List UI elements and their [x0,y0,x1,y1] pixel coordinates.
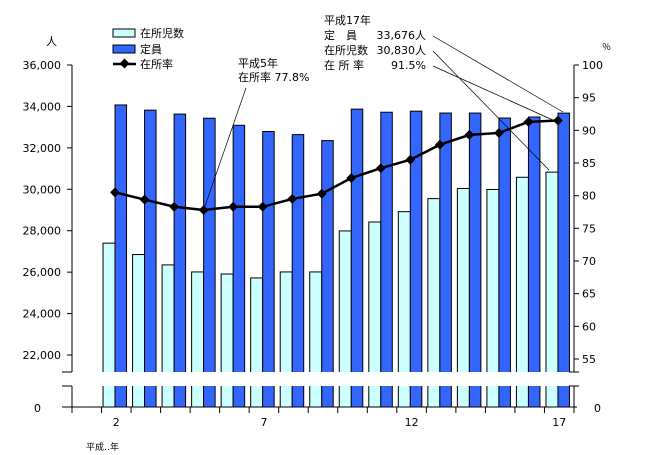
y-left-unit: 人 [46,35,57,48]
rate-marker [493,127,504,138]
bars-layer [73,104,573,408]
y-right-tick-label: 65 [582,288,596,301]
capacity-bar [439,112,452,408]
enrolled-bar [545,171,559,408]
rate-marker [257,201,268,212]
y-right-tick-label: 85 [582,157,596,170]
y-right-tick-label: 70 [582,255,596,268]
rate-marker [405,154,416,165]
y-right-tick-label: 90 [582,124,596,137]
rate-marker [169,201,180,212]
annotation-h17-capacity-leader [432,35,564,113]
y-right-tick-label: 60 [582,320,596,333]
rate-marker [316,188,327,199]
y-left-zero-label: 0 [34,402,41,415]
rate-marker [346,173,357,183]
legend-label-enrolled: 在所児数 [140,27,184,40]
y-right-tick-label: 100 [582,59,603,72]
y-left-tick-label: 22,000 [23,349,62,362]
legend-label-rate: 在所率 [140,57,173,71]
annotation-h17-rate-label: 在 所 率 [324,58,364,72]
annotation-h5: 平成5年 在所率 77.8% [203,56,309,210]
capacity-bar [350,108,364,408]
rate-marker [375,163,386,174]
x-tick-label: 12 [405,416,419,429]
capacity-bar [144,109,157,408]
rate-line-layer [110,115,563,215]
y-left-tick-label: 34,000 [23,100,62,113]
annotation-h17-enrolled-label: 在所児数 [324,44,368,57]
rate-line [114,119,559,212]
legend: 在所児数 定員 在所率 [112,27,184,71]
annotation-h17-capacity-label: 定 員 [324,28,357,42]
y-left-tick-label: 24,000 [23,308,62,321]
enrolled-bar [250,277,264,408]
rate-marker [553,115,563,126]
annotation-h5-line1: 平成5年 [238,56,278,70]
y-left-tick-label: 30,000 [23,183,62,196]
x-tick-label: 7 [260,416,267,429]
enrolled-bar [309,271,323,408]
annotation-h17-enrolled-leader [432,50,550,171]
x-tick-label: 2 [113,416,120,429]
rate-marker [434,139,445,150]
capacity-bar [468,112,482,408]
capacity-bar [203,117,216,408]
capacity-bar [380,111,393,408]
rate-marker [198,205,209,215]
y-right-zero-label: 0 [594,402,601,415]
capacity-bar [321,140,334,408]
legend-marker-rate [119,58,130,69]
legend-label-capacity: 定員 [140,42,162,56]
enrolled-bar [279,271,293,408]
x-tick-label: 17 [552,416,566,429]
y-left-tick-label: 26,000 [23,266,62,279]
axis-break-band [73,372,573,386]
legend-swatch-capacity [112,44,136,54]
y-left-tick-label: 36,000 [23,59,62,72]
y-right-tick-label: 55 [582,353,596,366]
y-right-tick-label: 80 [582,190,596,203]
capacity-bar [262,130,275,408]
capacity-bar [232,124,246,408]
capacity-bar [498,117,511,408]
rate-marker [139,194,150,205]
capacity-bar [557,112,570,408]
y-left-tick-label: 28,000 [23,225,62,238]
annotation-h17: 平成17年 定 員 33,676人 在所児数 30,830人 在 所 率 91.… [324,13,564,171]
rate-marker [110,187,120,198]
annotation-h5-line2: 在所率 77.8% [238,70,309,84]
annotation-h17-enrolled-value: 30,830人 [377,44,427,57]
y-left-tick-label: 32,000 [23,142,62,155]
capacity-bar [527,116,541,408]
enrolled-bar [220,273,234,408]
capacity-bar [173,113,187,408]
annotation-h17-capacity-value: 33,676人 [377,29,427,42]
rate-marker [464,129,475,140]
y-right-tick-label: 75 [582,222,596,235]
rate-marker [228,201,239,212]
annotation-h17-rate-value: 91.5% [391,59,426,72]
rate-marker [287,193,298,204]
axes-layer: 22,000 24,000 26,000 28,000 30,000 32,000 34,0… [23,59,604,429]
x-axis-label: 平成‥年 [86,441,119,451]
rate-marker [523,116,534,127]
capacity-bar [114,104,128,408]
legend-swatch-enrolled [112,28,136,38]
y-right-unit: ％ [602,42,611,53]
y-right-tick-label: 95 [582,92,596,105]
annotation-h5-leader [203,87,247,210]
enrolled-bar [191,271,205,408]
annotation-h17-title: 平成17年 [324,13,371,27]
annotation-h17-rate-leader [432,65,556,122]
capacity-bar [291,134,305,408]
